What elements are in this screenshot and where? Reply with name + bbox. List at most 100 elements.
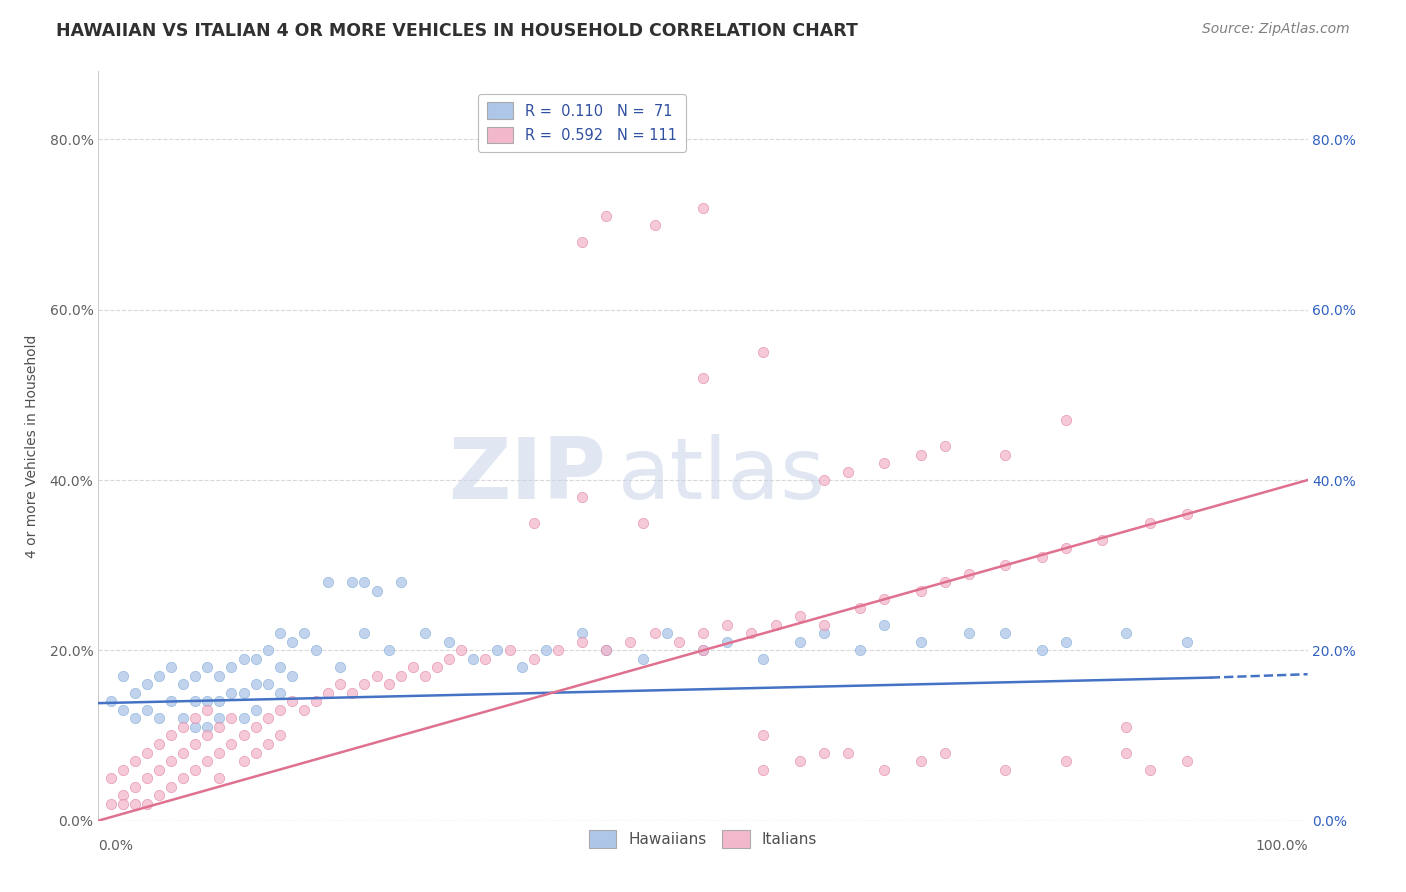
Point <box>148 763 170 777</box>
Point <box>1175 507 1198 521</box>
Text: HAWAIIAN VS ITALIAN 4 OR MORE VEHICLES IN HOUSEHOLD CORRELATION CHART: HAWAIIAN VS ITALIAN 4 OR MORE VEHICLES I… <box>56 22 858 40</box>
Point <box>389 669 412 683</box>
Point <box>208 720 231 734</box>
Point <box>910 754 932 768</box>
Point <box>413 626 436 640</box>
Point <box>426 660 449 674</box>
Point <box>450 643 472 657</box>
Point <box>111 703 134 717</box>
Point <box>208 669 231 683</box>
Point <box>124 711 146 725</box>
Point <box>789 635 811 649</box>
Point <box>256 711 278 725</box>
Point <box>571 490 593 504</box>
Point <box>765 617 787 632</box>
Point <box>631 652 654 666</box>
Point <box>813 746 835 760</box>
Point <box>184 694 207 708</box>
Point <box>111 788 134 802</box>
Point <box>1115 626 1137 640</box>
Point <box>595 643 617 657</box>
Point <box>135 797 157 811</box>
Text: ZIP: ZIP <box>449 434 606 517</box>
Point <box>305 643 328 657</box>
Point <box>195 660 218 674</box>
Point <box>184 711 207 725</box>
Point <box>292 703 315 717</box>
Point <box>837 746 859 760</box>
Point <box>245 703 267 717</box>
Point <box>849 600 872 615</box>
Point <box>160 660 183 674</box>
Point <box>172 771 194 785</box>
Point <box>111 763 134 777</box>
Point <box>221 686 243 700</box>
Point <box>184 720 207 734</box>
Point <box>1031 643 1053 657</box>
Point <box>437 652 460 666</box>
Point <box>232 652 254 666</box>
Point <box>269 626 291 640</box>
Point <box>571 626 593 640</box>
Point <box>305 694 328 708</box>
Point <box>957 626 980 640</box>
Point <box>752 729 775 743</box>
Point <box>1091 533 1114 547</box>
Y-axis label: 4 or more Vehicles in Household: 4 or more Vehicles in Household <box>24 334 38 558</box>
Point <box>232 686 254 700</box>
Point <box>910 448 932 462</box>
Point <box>837 465 859 479</box>
Point <box>910 583 932 598</box>
Point <box>184 669 207 683</box>
Point <box>789 609 811 624</box>
Point <box>195 754 218 768</box>
Point <box>716 635 738 649</box>
Point <box>571 635 593 649</box>
Point <box>232 729 254 743</box>
Point <box>135 703 157 717</box>
Point <box>148 669 170 683</box>
Point <box>1115 746 1137 760</box>
Point <box>245 652 267 666</box>
Point <box>195 694 218 708</box>
Point <box>994 626 1017 640</box>
Point <box>740 626 762 640</box>
Point <box>474 652 496 666</box>
Point <box>510 660 533 674</box>
Point <box>595 643 617 657</box>
Point <box>644 218 666 232</box>
Legend: Hawaiians, Italians: Hawaiians, Italians <box>582 824 824 855</box>
Point <box>547 643 569 657</box>
Point <box>353 677 375 691</box>
Point <box>269 686 291 700</box>
Point <box>873 592 896 607</box>
Point <box>789 754 811 768</box>
Point <box>292 626 315 640</box>
Point <box>256 677 278 691</box>
Point <box>208 746 231 760</box>
Point <box>752 763 775 777</box>
Point <box>752 652 775 666</box>
Point <box>135 677 157 691</box>
Point <box>934 439 956 453</box>
Point <box>100 771 122 785</box>
Point <box>873 617 896 632</box>
Point <box>1054 541 1077 556</box>
Point <box>221 660 243 674</box>
Point <box>172 746 194 760</box>
Point <box>172 677 194 691</box>
Point <box>160 729 183 743</box>
Point <box>195 729 218 743</box>
Point <box>1054 635 1077 649</box>
Point <box>1139 763 1161 777</box>
Point <box>534 643 557 657</box>
Point <box>245 720 267 734</box>
Point <box>124 686 146 700</box>
Point <box>595 209 617 223</box>
Point <box>353 626 375 640</box>
Point <box>668 635 690 649</box>
Point <box>813 626 835 640</box>
Point <box>873 763 896 777</box>
Point <box>100 797 122 811</box>
Point <box>377 677 399 691</box>
